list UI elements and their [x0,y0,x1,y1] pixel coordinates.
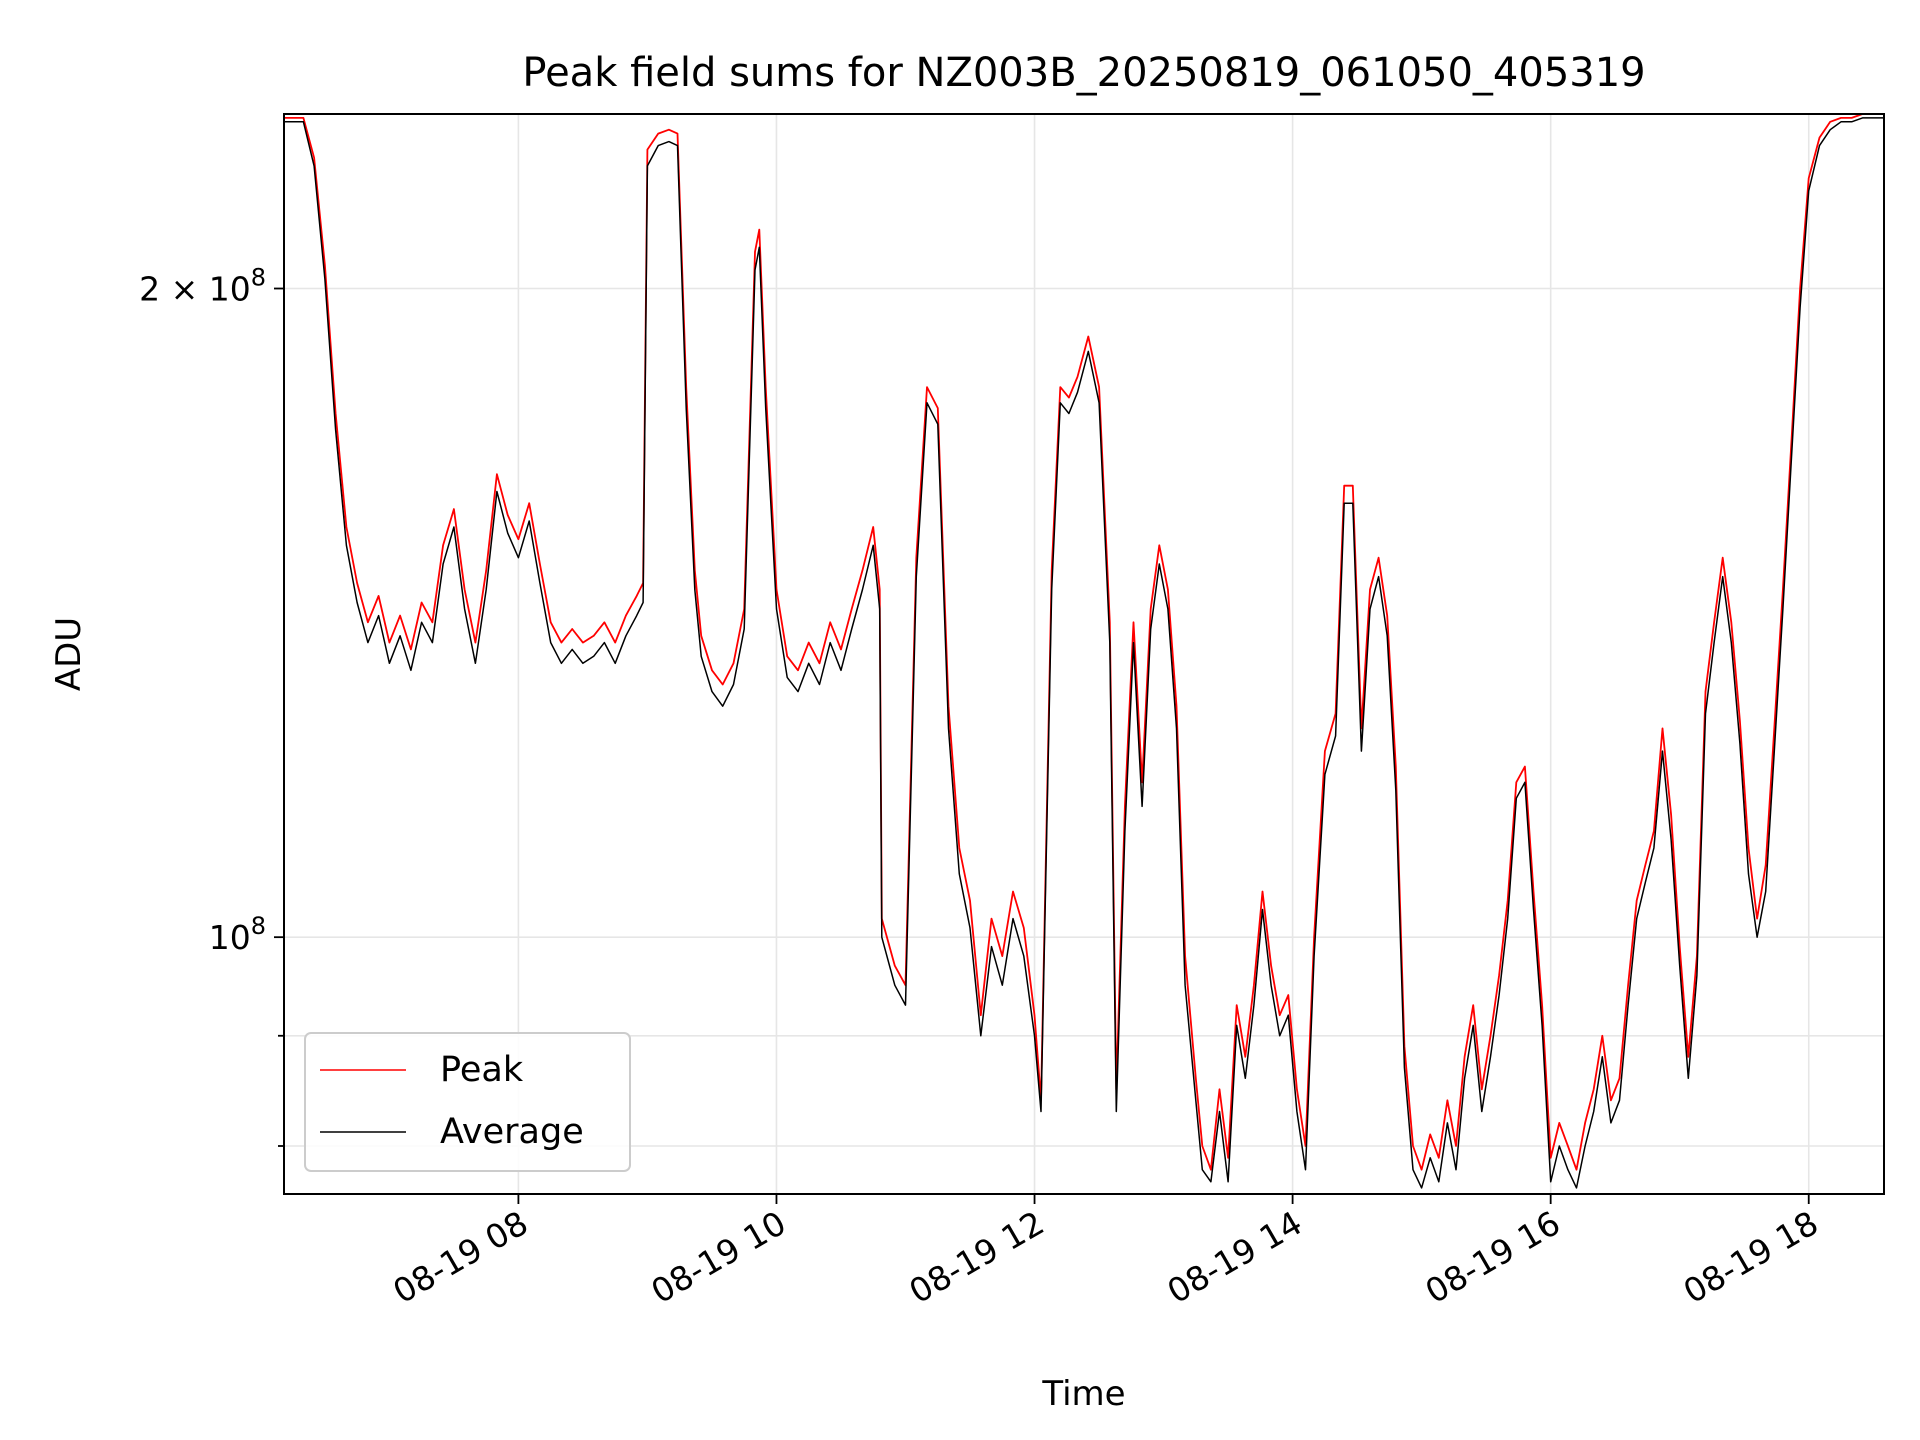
x-axis-ticks: 08-19 08 08-19 10 08-19 12 08-19 14 08-19 16… [386,1194,1825,1311]
y-tick-base: 10 [209,918,251,957]
y-tick-label: 2 × 108 [139,264,266,309]
y-tick-exponent: 8 [251,264,266,292]
legend-box [304,1032,631,1172]
grid [284,114,1884,1194]
x-tick-label: 08-19 08 [386,1203,534,1311]
legend: Peak Average [304,1032,631,1172]
legend-label-average: Average [440,1112,584,1152]
x-tick-label: 08-19 16 [1419,1203,1567,1311]
series-line-peak [284,113,1884,1171]
x-tick-label: 08-19 10 [644,1203,792,1311]
plot-frame [283,113,1885,1195]
x-tick-label: 08-19 18 [1677,1203,1825,1311]
x-axis-label: Time [1041,1374,1125,1414]
y-tick-exponent: 8 [251,912,266,940]
y-tick-label: 108 [209,912,266,957]
plot-series [284,113,1884,1189]
y-axis-label: ADU [49,617,89,691]
chart-title: Peak field sums for NZ003B_20250819_0610… [522,50,1645,96]
y-tick-base: 10 [209,270,251,309]
series-line-average [284,117,1884,1189]
x-tick-label: 08-19 12 [903,1203,1051,1311]
y-tick-mantissa: 2 × [139,270,209,309]
x-tick-label: 08-19 14 [1161,1203,1309,1311]
legend-label-peak: Peak [440,1050,524,1090]
